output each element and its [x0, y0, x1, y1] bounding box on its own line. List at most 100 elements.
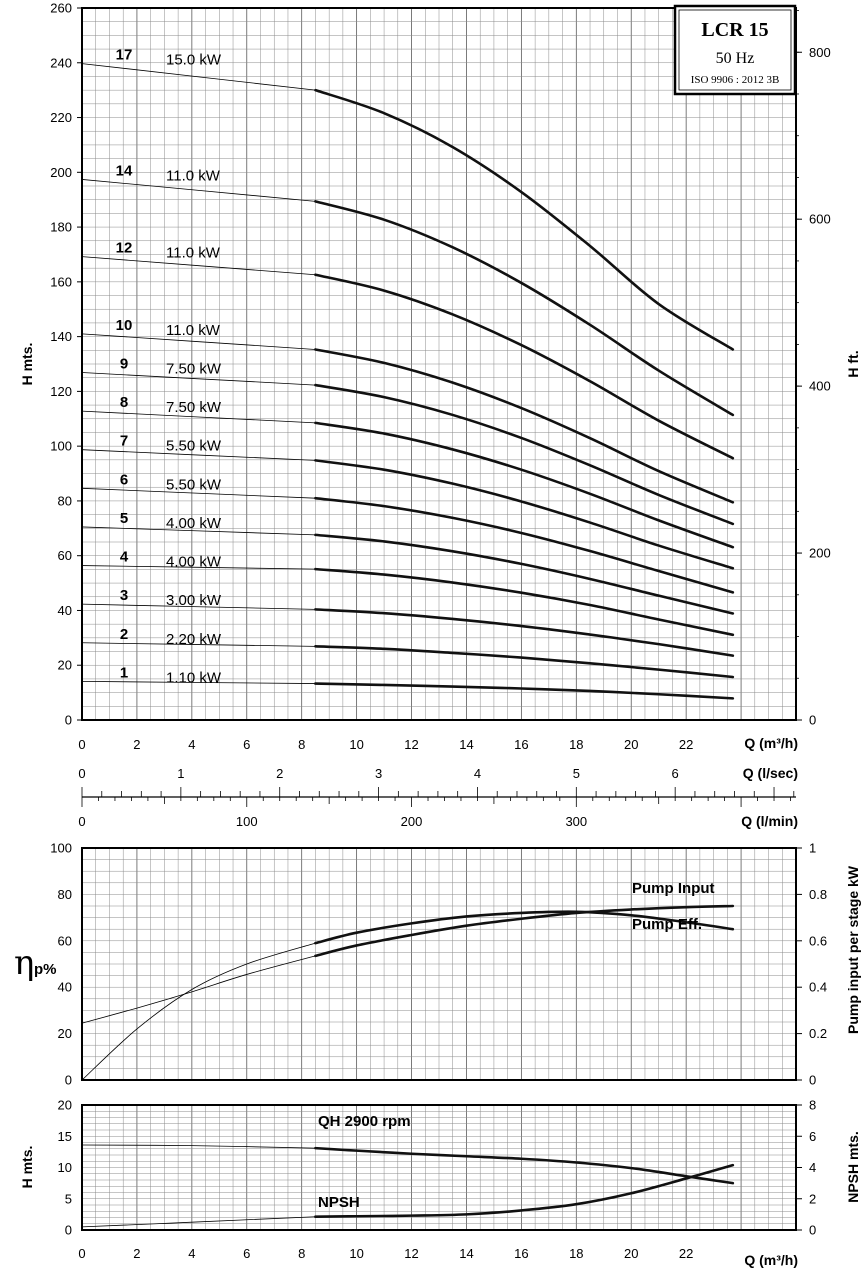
efficiency-y-tick-label: 80	[58, 887, 72, 902]
head-curve-4-stages-extension	[81, 565, 316, 570]
motor-power-label: 15.0 kW	[166, 52, 222, 69]
lmin-tick-label: 100	[236, 814, 258, 829]
efficiency-y2-tick-label: 0.8	[809, 887, 827, 902]
npsh-y2-tick-label: 0	[809, 1223, 816, 1238]
lsec-tick-label: 2	[276, 766, 283, 781]
eta-subscript: p%	[34, 961, 57, 978]
efficiency-y2-tick-label: 1	[809, 841, 816, 856]
head-y-tick-label: 40	[58, 603, 72, 618]
npsh-y2-tick-label: 2	[809, 1191, 816, 1206]
efficiency-y-tick-label: 60	[58, 933, 72, 948]
qh-2900rpm-label: QH 2900 rpm	[318, 1113, 411, 1130]
head-x-tick-label: 22	[679, 737, 693, 752]
head-curve-9-stages	[314, 383, 735, 526]
head-x-tick-label: 20	[624, 737, 638, 752]
npsh-x-tick-label: 16	[514, 1246, 528, 1261]
motor-power-label: 4.00 kW	[166, 554, 222, 571]
head-curve-14-stages	[314, 200, 735, 417]
npsh-y-tick-label: 15	[58, 1129, 72, 1144]
head-curve-1-stages	[314, 682, 735, 700]
npsh-x-tick-label: 20	[624, 1246, 638, 1261]
npsh-y-axis-title: H mts.	[19, 1146, 35, 1189]
npsh-curve-extension	[81, 1216, 316, 1228]
frequency-label: 50 Hz	[716, 50, 755, 67]
head-x-tick-label: 18	[569, 737, 583, 752]
head-curve-10-stages	[314, 348, 735, 504]
stage-count-label: 9	[120, 355, 128, 372]
motor-power-label: 5.50 kW	[166, 438, 222, 455]
npsh-x-tick-label: 18	[569, 1246, 583, 1261]
npsh-y-tick-label: 10	[58, 1160, 72, 1175]
head-curve-17-stages	[314, 88, 735, 351]
qh-2900rpm-curve	[314, 1146, 735, 1185]
eta-symbol: η	[14, 943, 34, 983]
pump-input-label: Pump Input	[632, 880, 715, 897]
head-curve-10-stages-extension	[81, 333, 316, 350]
head-curve-7-stages-extension	[81, 449, 316, 461]
stage-count-label: 14	[116, 162, 133, 179]
head-y2-tick-label: 200	[809, 546, 831, 561]
efficiency-y2-tick-label: 0.4	[809, 980, 827, 995]
npsh-y-tick-label: 20	[58, 1098, 72, 1113]
efficiency-y2-tick-label: 0	[809, 1073, 816, 1088]
head-y-axis-title: H mts.	[19, 343, 35, 386]
head-curve-2-stages	[314, 645, 735, 679]
npsh-x-tick-label: 8	[298, 1246, 305, 1261]
npsh-y2-axis-title: NPSH mts.	[845, 1131, 861, 1203]
npsh-y-tick-label: 5	[65, 1191, 72, 1206]
efficiency-y2-tick-label: 0.6	[809, 933, 827, 948]
stage-count-label: 12	[116, 240, 133, 257]
npsh-x-axis-title: Q (m³/h)	[744, 1252, 798, 1268]
head-curve-5-stages-extension	[81, 526, 316, 536]
lsec-tick-label: 6	[672, 766, 679, 781]
efficiency-y-axis-title: η p%	[14, 943, 57, 983]
efficiency-y-tick-label: 40	[58, 980, 72, 995]
head-y-tick-label: 120	[50, 384, 72, 399]
head-x-tick-label: 4	[188, 737, 195, 752]
npsh-x-tick-label: 6	[243, 1246, 250, 1261]
head-curve-8-stages-extension	[81, 410, 316, 424]
npsh-y2-tick-label: 8	[809, 1098, 816, 1113]
pump-eff-curve	[314, 910, 735, 945]
head-y2-tick-label: 600	[809, 212, 831, 227]
head-curve-12-stages-extension	[81, 256, 316, 276]
npsh-x-tick-label: 2	[133, 1246, 140, 1261]
lmin-axis-title: Q (l/min)	[741, 813, 798, 829]
motor-power-label: 11.0 kW	[166, 167, 221, 184]
pump-eff-label: Pump Eff.	[632, 916, 702, 933]
lmin-tick-label: 0	[78, 814, 85, 829]
head-x-axis-title: Q (m³/h)	[744, 735, 798, 751]
qh-2900rpm-curve-extension	[81, 1144, 316, 1149]
standard-label: ISO 9906 : 2012 3B	[691, 74, 780, 86]
head-y2-tick-label: 800	[809, 45, 831, 60]
lmin-tick-label: 300	[565, 814, 587, 829]
head-curve-7-stages	[314, 459, 735, 570]
head-y2-tick-label: 0	[809, 713, 816, 728]
npsh-x-tick-label: 0	[78, 1246, 85, 1261]
npsh-label: NPSH	[318, 1194, 360, 1211]
npsh-y2-tick-label: 6	[809, 1129, 816, 1144]
head-x-tick-label: 8	[298, 737, 305, 752]
motor-power-label: 4.00 kW	[166, 515, 222, 532]
npsh-x-tick-label: 12	[404, 1246, 418, 1261]
head-y-tick-label: 160	[50, 274, 72, 289]
head-curve-12-stages	[314, 273, 735, 460]
npsh-curve	[314, 1163, 735, 1219]
efficiency-y-tick-label: 0	[65, 1073, 72, 1088]
efficiency-y2-tick-label: 0.2	[809, 1026, 827, 1041]
grid-layer	[77, 7, 802, 1231]
pump-input-curve	[314, 904, 735, 958]
stage-count-label: 7	[120, 433, 128, 450]
head-y-tick-label: 240	[50, 55, 72, 70]
lmin-tick-label: 200	[401, 814, 423, 829]
npsh-y-tick-label: 0	[65, 1223, 72, 1238]
motor-power-label: 3.00 kW	[166, 592, 222, 609]
head-curve-17-stages-extension	[81, 63, 316, 91]
head-frame	[81, 7, 797, 721]
head-curve-6-stages	[314, 496, 735, 594]
head-x-tick-label: 10	[349, 737, 363, 752]
stage-count-label: 4	[120, 549, 129, 566]
head-y-tick-label: 260	[50, 1, 72, 16]
head-curve-3-stages-extension	[81, 603, 316, 610]
